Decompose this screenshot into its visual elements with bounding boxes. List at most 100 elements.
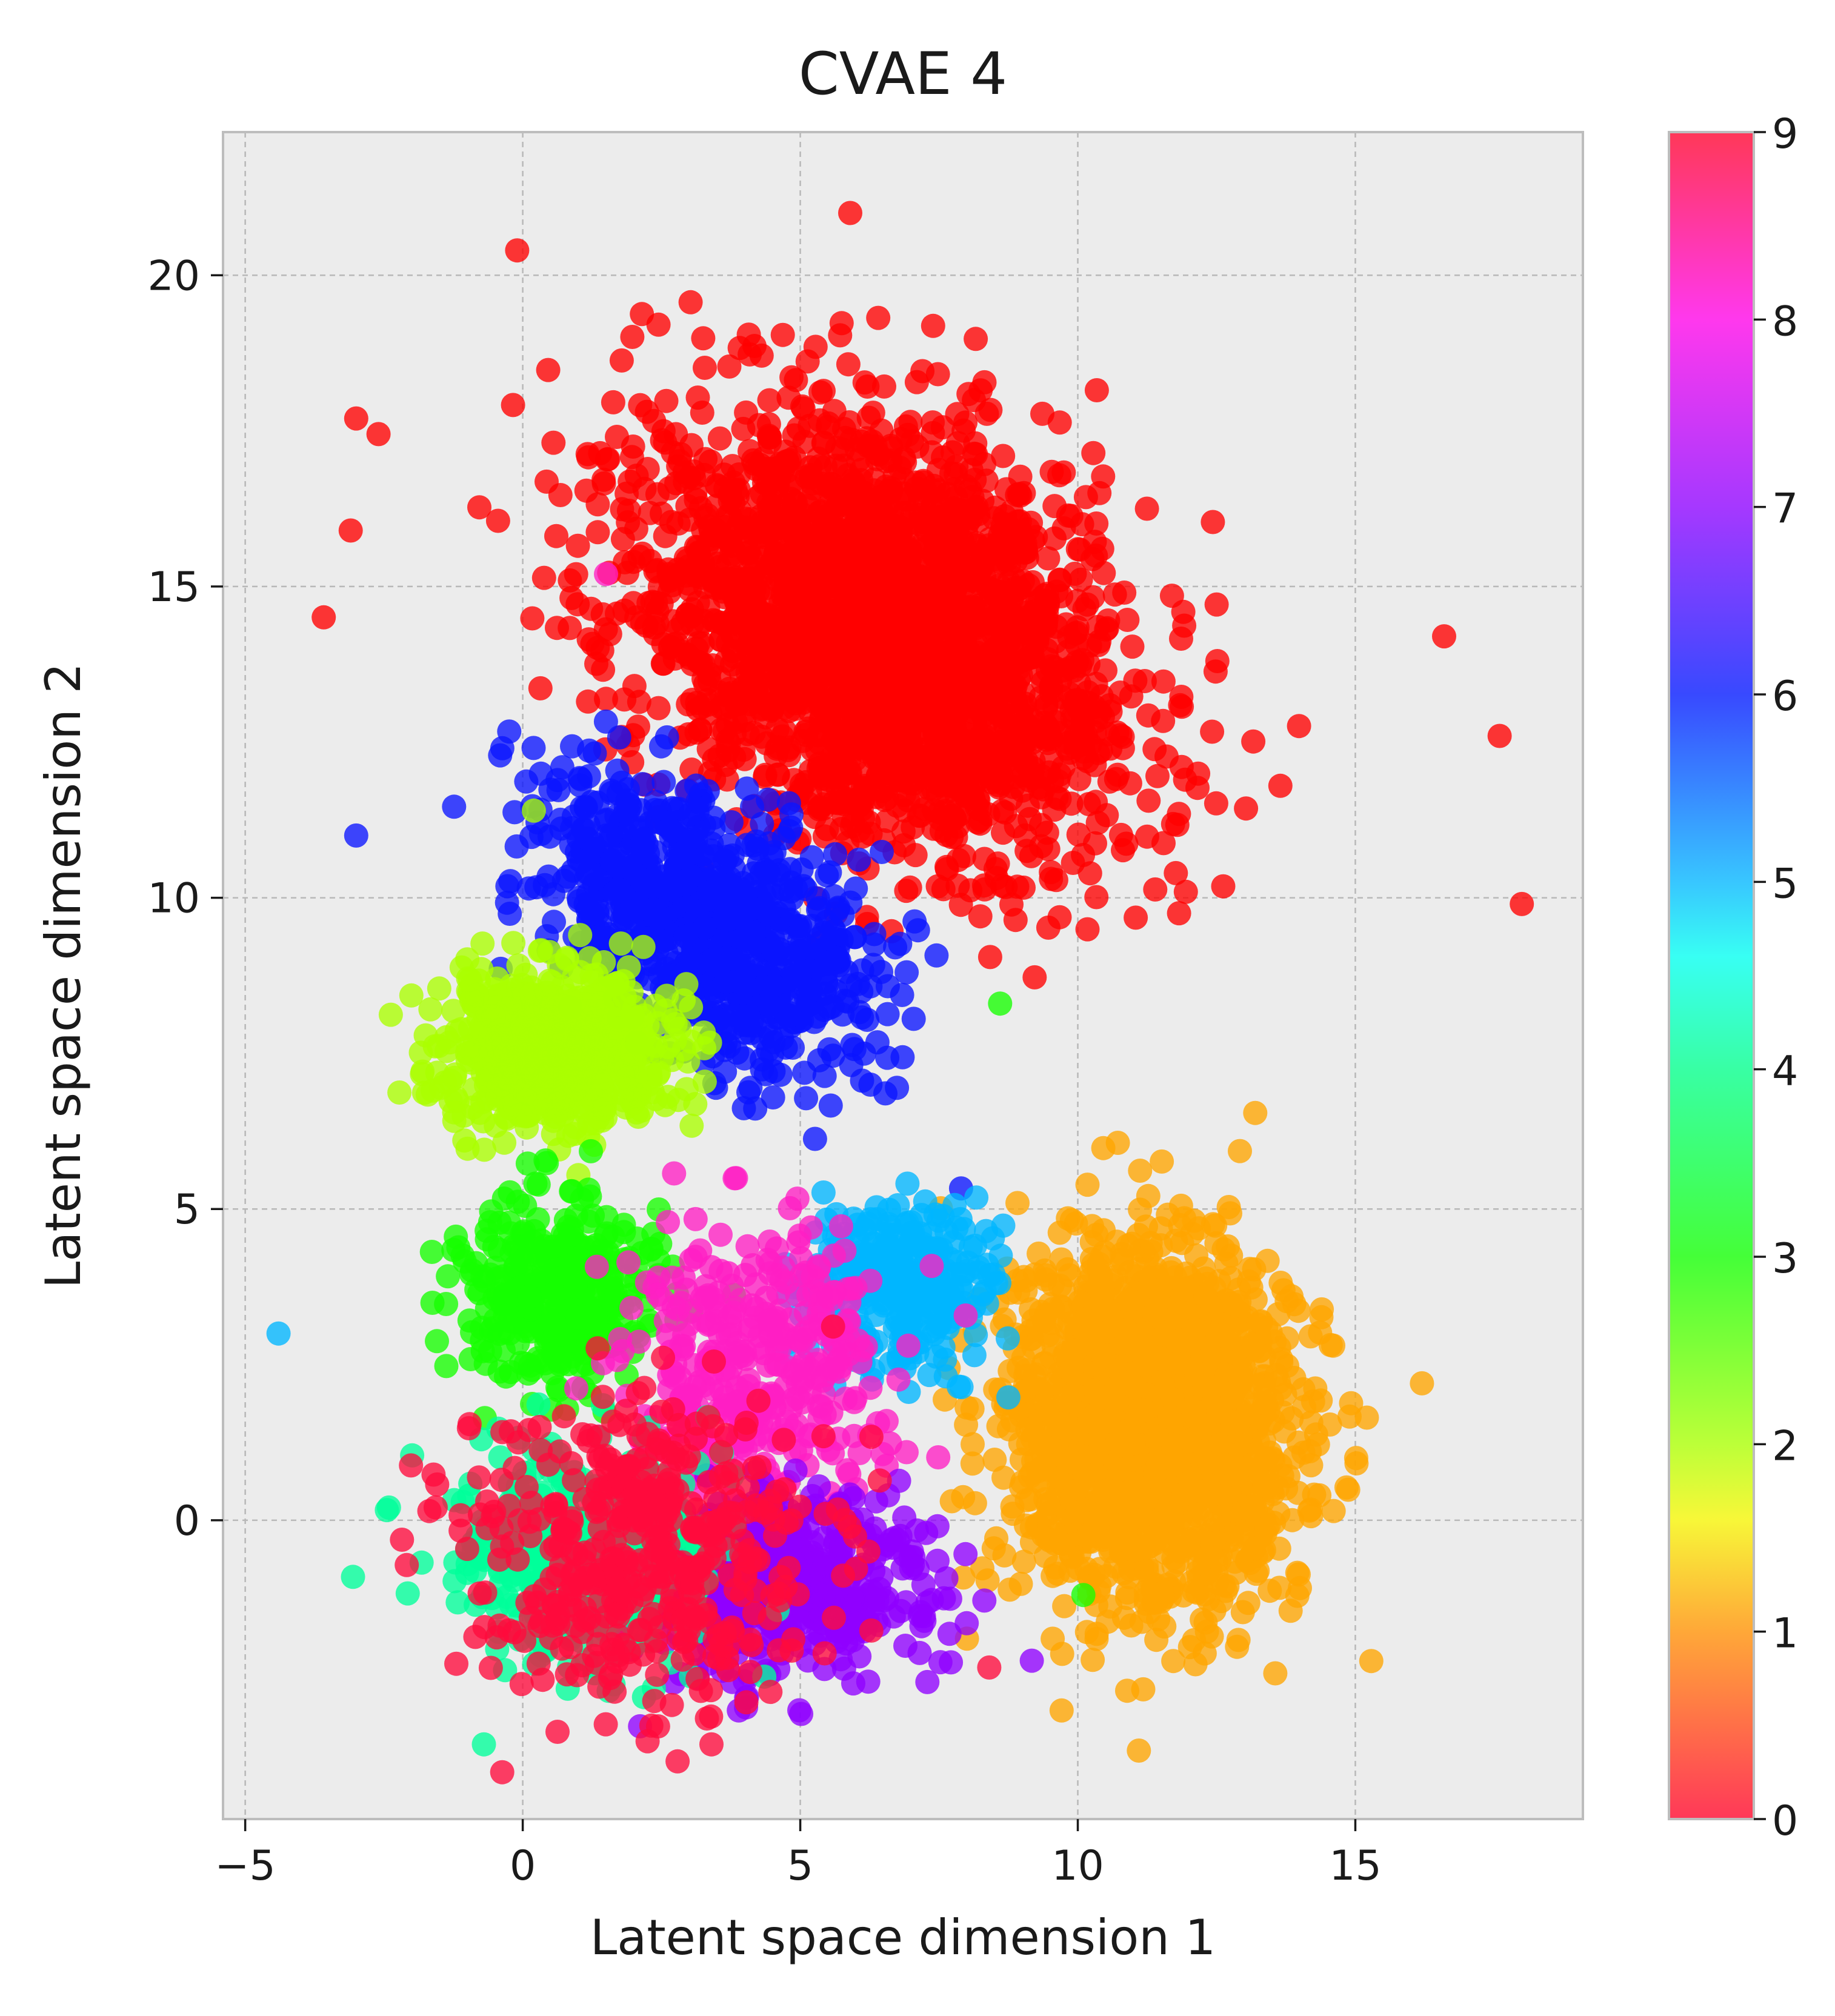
scatter-point: [1047, 410, 1072, 435]
scatter-point: [701, 569, 726, 593]
scatter-point: [851, 1041, 876, 1066]
scatter-point: [1287, 714, 1311, 739]
scatter-point: [904, 370, 929, 394]
scatter-point: [997, 570, 1022, 594]
scatter-point: [850, 457, 874, 482]
scatter-point: [612, 985, 637, 1010]
scatter-point: [1036, 546, 1061, 571]
scatter-point: [690, 401, 714, 425]
scatter-point: [679, 1030, 704, 1054]
scatter-point: [1056, 639, 1081, 664]
scatter-point: [418, 997, 443, 1022]
scatter-point: [968, 904, 993, 929]
scatter-point: [999, 892, 1024, 917]
scatter-point: [576, 689, 601, 714]
scatter-point: [824, 615, 848, 639]
scatter-point: [585, 520, 610, 545]
scatter-point: [605, 601, 629, 626]
scatter-point: [615, 561, 640, 585]
scatter-point: [656, 1085, 681, 1109]
scatter-point: [569, 849, 594, 874]
chart-title: CVAE 4: [799, 40, 1007, 108]
scatter-point: [783, 691, 808, 716]
scatter-point: [899, 769, 923, 794]
scatter-point: [1014, 545, 1039, 570]
scatter-point: [977, 945, 1002, 970]
scatter-point: [1204, 791, 1228, 816]
scatter-point: [907, 803, 931, 828]
scatter-point: [1167, 802, 1191, 827]
scatter-point: [495, 874, 520, 899]
scatter-point: [896, 649, 921, 674]
scatter-point: [981, 643, 1006, 668]
scatter-point: [962, 441, 987, 466]
scatter-point: [458, 967, 482, 992]
scatter-point: [778, 991, 803, 1016]
scatter-point: [964, 327, 988, 351]
scatter-point: [487, 1074, 511, 1099]
scatter-point: [646, 696, 671, 720]
scatter-point: [1047, 905, 1072, 930]
scatter-point: [855, 374, 880, 399]
scatter-point: [643, 797, 667, 822]
scatter-point: [971, 873, 996, 898]
scatter-point: [847, 847, 871, 872]
scatter-point: [620, 325, 645, 349]
scatter-point: [498, 902, 522, 926]
scatter-point: [1150, 1149, 1174, 1174]
scatter-point: [631, 868, 656, 893]
scatter-point: [1142, 737, 1167, 762]
scatter-point: [1201, 510, 1225, 534]
scatter-point: [693, 356, 717, 380]
scatter-point: [836, 352, 861, 377]
scatter-point: [894, 879, 919, 903]
scatter-point: [366, 422, 391, 447]
scatter-point: [821, 883, 846, 908]
scatter-point: [654, 983, 679, 1008]
scatter-point: [959, 694, 984, 719]
scatter-point: [1234, 796, 1259, 821]
scatter-point: [631, 934, 656, 959]
scatter-point: [774, 450, 799, 474]
scatter-point: [934, 854, 959, 879]
scatter-point: [924, 943, 949, 968]
scatter-point: [1054, 612, 1079, 637]
scatter-point: [807, 797, 831, 822]
scatter-point: [568, 923, 593, 948]
scatter-point: [501, 393, 525, 418]
scatter-point: [742, 602, 767, 627]
scatter-point: [700, 653, 725, 677]
scatter-point: [538, 1059, 563, 1084]
scatter-point: [1117, 771, 1142, 796]
scatter-point: [610, 527, 635, 551]
scatter-point: [504, 834, 529, 859]
scatter-point: [950, 639, 974, 664]
scatter-point: [541, 430, 566, 455]
scatter-point: [829, 311, 854, 336]
scatter-point: [985, 531, 1010, 556]
scatter-point: [952, 843, 976, 868]
scatter-point: [625, 898, 649, 923]
scatter-point: [1171, 599, 1196, 624]
scatter-point: [829, 790, 854, 814]
scatter-point: [658, 635, 682, 660]
scatter-point: [660, 818, 685, 843]
scatter-point: [501, 931, 526, 956]
scatter-point: [442, 794, 467, 819]
scatter-point: [664, 422, 688, 447]
scatter-point: [925, 554, 950, 579]
scatter-point: [1164, 860, 1188, 885]
scatter-point: [1204, 592, 1229, 617]
scatter-point: [866, 305, 891, 330]
scatter-point: [1039, 867, 1064, 891]
scatter-point: [1076, 651, 1101, 676]
scatter-point: [1001, 728, 1026, 753]
scatter-point: [928, 807, 953, 831]
scatter-point: [756, 691, 781, 716]
scatter-point: [862, 713, 887, 738]
scatter-point: [1010, 694, 1035, 719]
scatter-point: [415, 1082, 440, 1107]
scatter-point: [749, 343, 774, 368]
scatter-point: [806, 584, 831, 608]
scatter-point: [673, 470, 698, 494]
